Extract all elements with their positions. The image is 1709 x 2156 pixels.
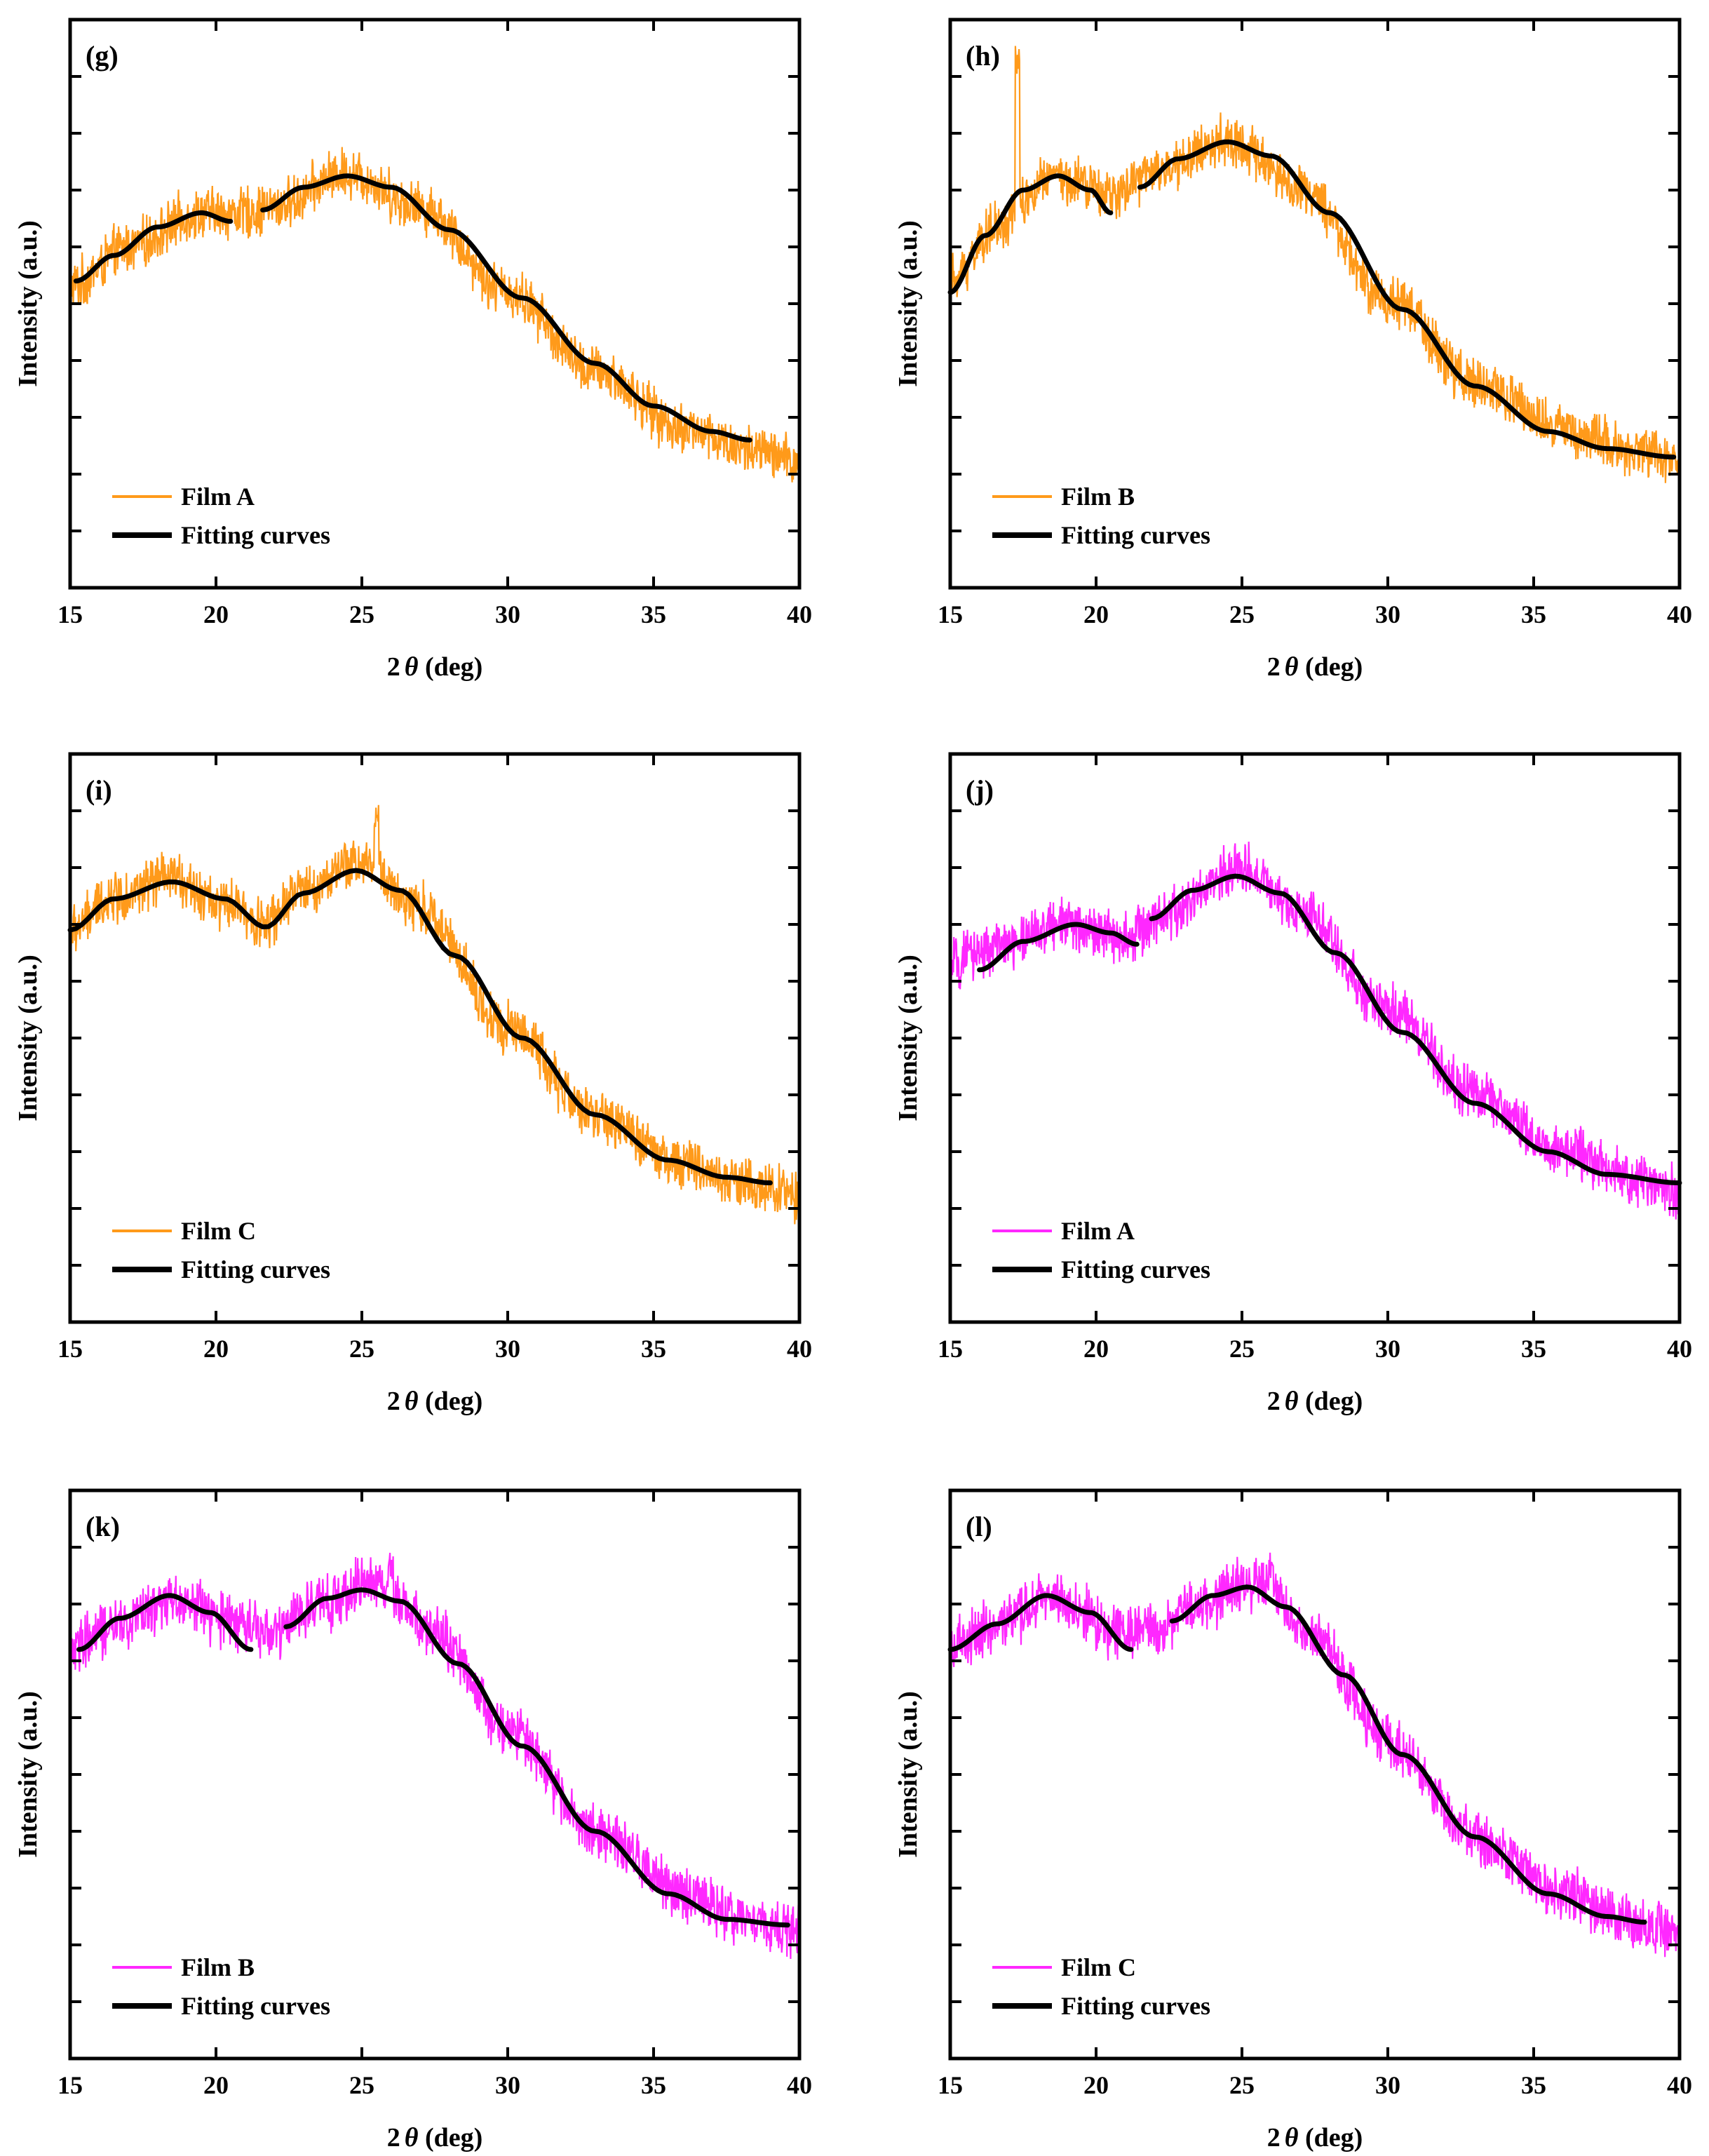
fitting-curve-2 [1137, 139, 1677, 460]
data-trace-film-b [950, 46, 1680, 483]
x-tick-label: 35 [1521, 2071, 1546, 2099]
x-tick-label: 30 [1375, 2071, 1400, 2099]
legend-label-data: Film B [1061, 483, 1135, 511]
panel-label: (k) [86, 1511, 120, 1542]
x-tick-label: 35 [641, 1335, 666, 1363]
legend-label-fit: Fitting curves [181, 1992, 330, 2020]
panel-l: 15 20 25 30 35 40 2 θ (deg) Intensity (a.u.) (l) F… [893, 1488, 1692, 2152]
x-tick-label: 25 [349, 2071, 374, 2099]
fitting-curve-1 [977, 922, 1140, 973]
x-tick-label: 35 [641, 2071, 666, 2099]
plot-frame [68, 18, 802, 590]
x-tick-label: 20 [1083, 1335, 1109, 1363]
x-tick-label: 40 [787, 2071, 812, 2099]
plot-frame [68, 752, 802, 1324]
fitting-curve-1 [947, 173, 1114, 295]
x-tick-label: 15 [938, 600, 963, 628]
panel-g: 15 20 25 30 35 40 2 θ (deg) Intensity (a.u.) (g) F… [13, 18, 812, 682]
x-tick-label: 35 [1521, 600, 1546, 628]
fitting-curve-2 [283, 1587, 790, 1928]
y-axis-title: Intensity (a.u.) [13, 1691, 43, 1858]
fitting-curve-2 [260, 173, 752, 443]
panel-label: (j) [966, 774, 994, 806]
data-trace-film-a [70, 147, 799, 483]
x-tick-label: 25 [1229, 1335, 1255, 1363]
x-tick-label: 40 [787, 1335, 812, 1363]
panel-label: (g) [86, 40, 119, 72]
legend-label-data: Film C [1061, 1953, 1136, 1981]
x-tick-label: 25 [1229, 2071, 1255, 2099]
fitting-curve-2 [1169, 1584, 1647, 1925]
x-tick-label: 15 [58, 1335, 83, 1363]
y-axis-title: Intensity (a.u.) [13, 955, 43, 1121]
x-tick-label: 15 [938, 1335, 963, 1363]
x-tick-label: 20 [203, 2071, 229, 2099]
y-axis-title: Intensity (a.u.) [893, 955, 923, 1121]
y-axis-title: Intensity (a.u.) [893, 1691, 923, 1858]
x-tick-label: 25 [349, 1335, 374, 1363]
x-tick-label: 40 [1667, 600, 1692, 628]
legend-label-fit: Fitting curves [1061, 1255, 1210, 1284]
panel-label: (h) [966, 40, 1000, 72]
x-tick-label: 30 [495, 1335, 520, 1363]
x-tick-label: 20 [203, 600, 229, 628]
data-trace-film-a [950, 841, 1680, 1220]
x-tick-label: 15 [58, 600, 83, 628]
x-tick-label: 40 [1667, 2071, 1692, 2099]
plot-frame [948, 752, 1682, 1324]
y-axis-title: Intensity (a.u.) [13, 220, 43, 387]
panel-label: (i) [86, 774, 112, 806]
panel-j: 15 20 25 30 35 40 2 θ (deg) Intensity (a.u.) (j) F… [893, 752, 1692, 1416]
x-tick-label: 40 [787, 600, 812, 628]
legend-label-fit: Fitting curves [181, 1255, 330, 1284]
legend-label-data: Film B [181, 1953, 255, 1981]
x-tick-label: 30 [1375, 600, 1400, 628]
data-trace-film-c [70, 804, 799, 1225]
x-tick-label: 40 [1667, 1335, 1692, 1363]
fitting-curve-1 [67, 868, 773, 1185]
x-tick-label: 20 [203, 1335, 229, 1363]
legend-label-fit: Fitting curves [181, 521, 330, 549]
plot-frame [68, 1488, 802, 2061]
x-tick-label: 15 [938, 2071, 963, 2099]
panel-i: 15 20 25 30 35 40 2 θ (deg) Intensity (a.u.) (i) F… [13, 752, 812, 1416]
plot-frame [948, 18, 1682, 590]
fitting-curve-2 [1149, 873, 1682, 1185]
x-tick-label: 30 [495, 600, 520, 628]
panel-k: 15 20 25 30 35 40 2 θ (deg) Intensity (a.u.) (k) F… [13, 1488, 812, 2152]
fitting-curve-1 [947, 1593, 1134, 1652]
x-tick-label: 25 [349, 600, 374, 628]
legend-label-fit: Fitting curves [1061, 1992, 1210, 2020]
x-tick-label: 35 [1521, 1335, 1546, 1363]
y-axis-title: Intensity (a.u.) [893, 220, 923, 387]
fitting-curve-1 [76, 1593, 254, 1652]
legend-label-data: Film A [181, 483, 255, 511]
x-tick-label: 30 [1375, 1335, 1400, 1363]
plot-frame [948, 1488, 1682, 2061]
data-trace-film-b [70, 1552, 799, 1960]
x-tick-label: 15 [58, 2071, 83, 2099]
panel-h: 15 20 25 30 35 40 2 θ (deg) Intensity (a.u.) (h) F… [893, 18, 1692, 682]
legend-label-fit: Fitting curves [1061, 521, 1210, 549]
x-tick-label: 35 [641, 600, 666, 628]
fitting-curve-1 [73, 210, 234, 284]
legend-label-data: Film C [181, 1217, 256, 1245]
x-tick-label: 30 [495, 2071, 520, 2099]
x-tick-label: 20 [1083, 600, 1109, 628]
panel-label: (l) [966, 1511, 992, 1542]
legend-label-data: Film A [1061, 1217, 1135, 1245]
x-tick-label: 20 [1083, 2071, 1109, 2099]
x-tick-label: 25 [1229, 600, 1255, 628]
data-trace-film-c [950, 1552, 1680, 1958]
